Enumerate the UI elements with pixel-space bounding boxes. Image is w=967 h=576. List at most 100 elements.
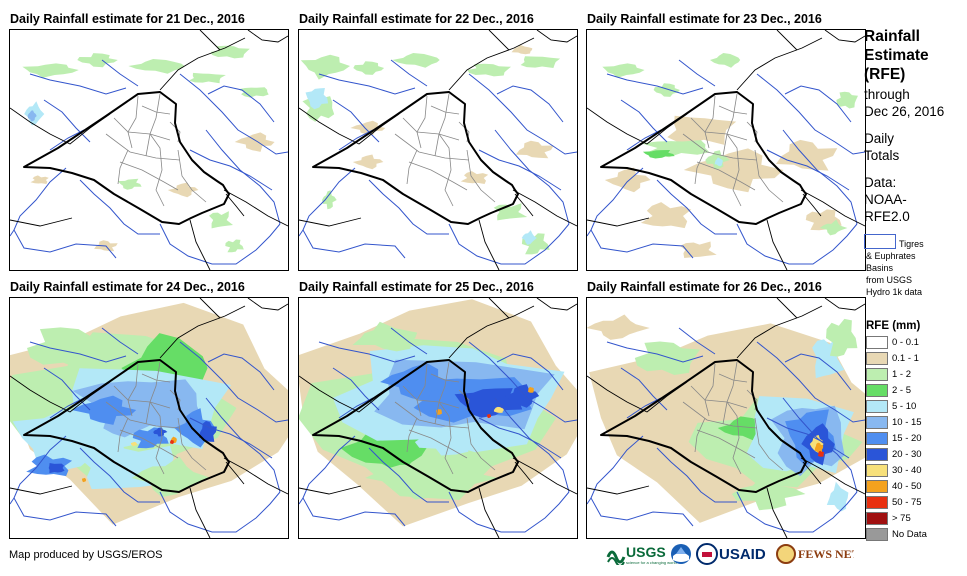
rainfall-area [467,63,511,77]
rainfall-area [642,150,675,159]
map-svg-26 [587,298,865,538]
rfe-label: 30 - 40 [892,465,922,477]
rfe-label: 1 - 2 [892,369,912,381]
rainfall-area [454,388,523,418]
province-boundaries [682,361,784,475]
rainfall-area [392,53,440,68]
rfe-class-3: 2 - 5 [866,384,911,397]
rainfall-area [493,406,504,413]
rainfall-field [300,44,561,255]
map-panel-23 [586,29,866,271]
rainfall-area [225,239,244,253]
rainfall-area [667,115,737,145]
legend-daily: Daily [864,131,895,146]
rainfall-area [817,450,825,457]
iraq-border [600,91,807,225]
rainfall-area [640,202,692,229]
rainfall-area [82,477,87,483]
rainfall-area [30,175,49,184]
map-svg-23 [587,30,865,270]
rainfall-area [527,386,534,393]
fewsnet-logo: FEWS NET [776,544,854,564]
rfe-label: 50 - 75 [892,497,922,509]
rfe-class-5: 10 - 15 [866,416,922,429]
map-svg-24 [10,298,288,538]
rainfall-area [836,91,858,109]
rainfall-area [153,427,168,437]
rainfall-area [198,420,217,442]
map-svg-21 [10,30,288,270]
rainfall-area [520,56,561,68]
rfe-label: 0.1 - 1 [892,353,919,365]
rfe-label: 20 - 30 [892,449,922,461]
rfe-class-10: 50 - 75 [866,496,922,509]
iraq-border [312,359,519,493]
rfe-swatch [866,512,888,525]
rfe-class-0: 0 - 0.1 [866,336,919,349]
panel-title-25: Daily Rainfall estimate for 25 Dec., 201… [299,280,534,294]
rainfall-area [234,132,275,152]
rfe-swatch [866,464,888,477]
map-panel-26 [586,297,866,539]
rainfall-area [604,167,651,193]
rainfall-area [521,230,537,245]
rfe-swatch [866,384,888,397]
rfe-class-6: 15 - 20 [866,432,922,445]
country-borders [10,30,288,270]
map-svg-22 [299,30,577,270]
rainfall-area [167,182,199,198]
usaid-logo-text: USAID [719,546,766,563]
rainfall-area [305,88,329,110]
country-borders [587,30,865,270]
rainfall-area [515,140,554,159]
rainfall-area [77,53,118,68]
rainfall-area [365,453,498,500]
basin-boundaries [299,59,577,265]
iraq-border [600,359,807,493]
basin-boundaries [587,59,865,265]
rainfall-area [814,442,824,453]
basin-boundaries [299,327,577,533]
rainfall-area [209,211,233,229]
rainfall-field [10,302,288,525]
rfe-swatch [866,368,888,381]
rainfall-area [27,110,37,122]
rainfall-area [22,63,79,78]
rainfall-area [634,341,700,375]
rainfall-area [776,139,838,171]
panel-title-21: Daily Rainfall estimate for 21 Dec., 201… [10,12,245,26]
map-panel-25 [298,297,578,539]
rainfall-area [683,148,784,193]
rainfall-area [587,314,650,340]
rainfall-area [322,190,337,210]
legend-data-label: Data: [864,175,897,190]
rainfall-area [131,456,211,498]
rainfall-area [710,53,741,68]
map-panel-24 [9,297,289,539]
basin-boundaries [10,59,288,265]
province-boundaries [105,93,207,207]
rainfall-area [714,157,723,167]
usgs-logo-text: USGS [626,544,666,560]
legend-data-source: NOAA- [864,192,907,207]
rainfall-area [380,363,454,402]
rainfall-area [602,63,645,78]
rfe-label: 5 - 10 [892,401,917,413]
country-borders [299,298,577,538]
rfe-label: 2 - 5 [892,385,912,397]
panel-title-22: Daily Rainfall estimate for 22 Dec., 201… [299,12,534,26]
country-borders [299,30,577,270]
rfe-class-12: No Data [866,528,927,541]
rainfall-area [131,441,138,447]
province-boundaries [394,361,496,475]
rainfall-field [602,53,858,258]
rainfall-area [826,318,858,357]
legend-data-product: RFE2.0 [864,209,910,224]
rainfall-area [486,414,491,418]
rainfall-area [117,178,142,190]
legend-totals: Totals [864,148,900,163]
map-credit: Map produced by USGS/EROS [9,549,163,561]
rainfall-area [819,219,848,236]
rainfall-area [352,321,418,352]
fewsnet-emblem-icon [776,544,796,564]
